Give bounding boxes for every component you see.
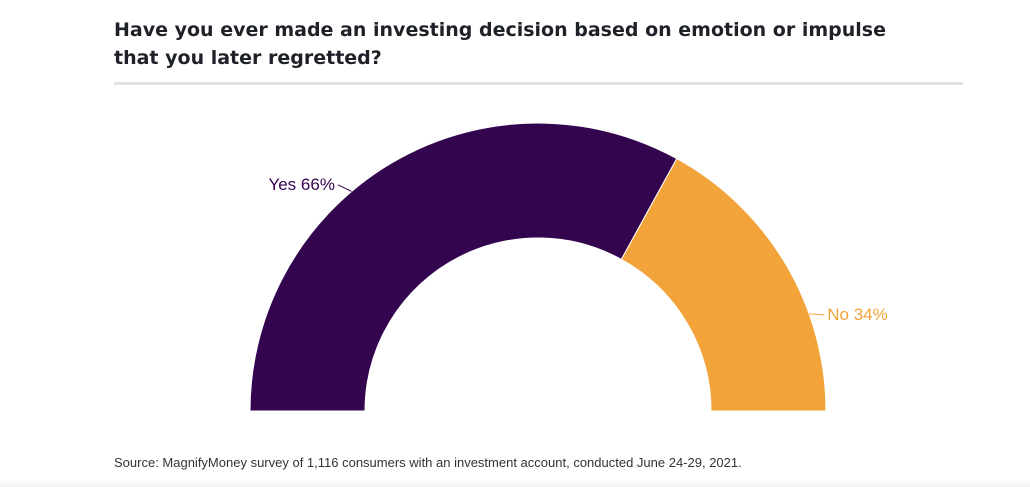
slice-yes [249, 122, 678, 412]
source-note: Source: MagnifyMoney survey of 1,116 con… [114, 455, 742, 470]
slices-layer [249, 122, 827, 412]
slice-label-yes: Yes 66% [268, 175, 334, 194]
leader-line-no [809, 313, 825, 316]
slice-label-no: No 34% [827, 305, 887, 324]
leader-line-yes [337, 184, 352, 192]
title-divider [114, 82, 963, 85]
chart-title: Have you ever made an investing decision… [114, 19, 886, 69]
labels-layer: Yes 66% No 34% [268, 175, 887, 324]
bottom-edge [0, 479, 1030, 487]
slice-no [620, 157, 827, 412]
